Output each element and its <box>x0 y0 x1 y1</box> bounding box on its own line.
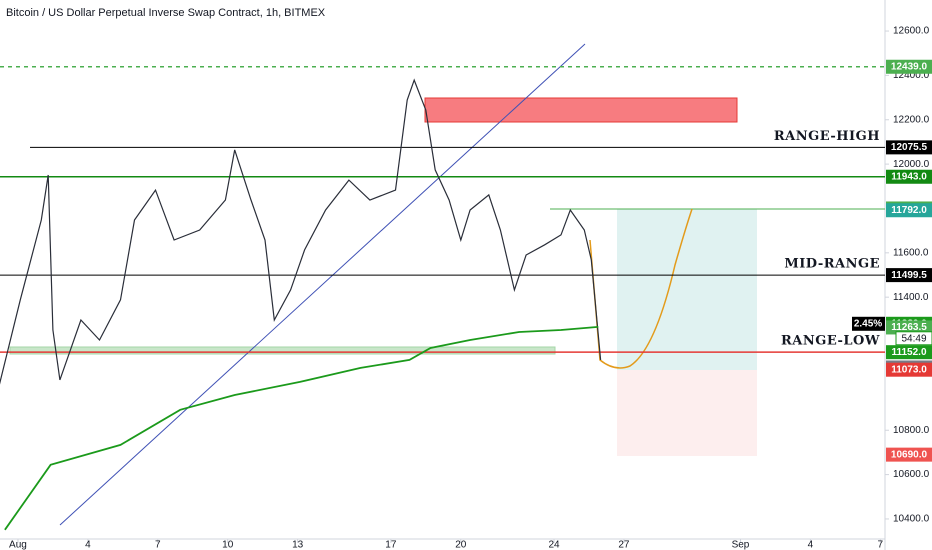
price-badge-label: 12075.5 <box>891 142 928 153</box>
x-tick-label: 7 <box>878 540 884 550</box>
y-tick-label: 12400.0 <box>893 70 930 81</box>
y-tick-label: 12600.0 <box>893 26 930 37</box>
price-badge-label: 11073.0 <box>891 364 927 375</box>
moving-average <box>4 326 599 531</box>
chart-title: Bitcoin / US Dollar Perpetual Inverse Sw… <box>6 7 326 19</box>
demand-zone <box>9 346 556 355</box>
price-badge <box>886 345 932 360</box>
y-tick-label: 10400.0 <box>893 514 930 525</box>
y-tick-label: 12200.0 <box>893 114 930 125</box>
change-label: 2.45% <box>854 318 882 329</box>
x-tick-label: Sep <box>732 540 750 550</box>
price-badge-label: 10690.0 <box>891 449 928 460</box>
target-box <box>617 209 757 370</box>
price-badge <box>886 447 932 462</box>
price-badge-label: 11152.0 <box>891 347 926 358</box>
x-tick-label: 24 <box>548 540 560 550</box>
x-tick-label: 10 <box>222 540 234 550</box>
price-badge-label: 12439.0 <box>891 61 928 72</box>
level-label: MID-RANGE <box>784 257 880 272</box>
projection-curve <box>589 208 693 369</box>
change-badge <box>852 316 885 331</box>
stop-box <box>617 370 757 456</box>
price-line <box>0 78 602 385</box>
price-badge-label: 11943.0 <box>891 171 927 182</box>
y-tick-label: 11600.0 <box>893 247 929 258</box>
price-badge <box>886 320 932 335</box>
y-tick-label: 10600.0 <box>893 469 930 480</box>
y-tick-label: 11400.0 <box>893 292 929 303</box>
x-tick-label: 17 <box>385 540 397 550</box>
supply-zone <box>424 97 738 123</box>
x-tick-label: 27 <box>618 540 630 550</box>
y-tick-label: 12000.0 <box>893 159 930 170</box>
price-badge <box>886 203 932 218</box>
price-badge <box>886 362 932 377</box>
countdown-badge <box>895 331 932 346</box>
x-tick-label: 4 <box>808 540 814 550</box>
x-tick-label: 20 <box>455 540 467 550</box>
price-badge <box>886 140 932 155</box>
price-badge-label: 11263.5 <box>891 322 927 333</box>
price-badge <box>886 59 932 74</box>
price-badge-label: 11792.0 <box>891 205 927 216</box>
x-tick-label: 13 <box>292 540 304 550</box>
x-tick-label: 7 <box>155 540 161 550</box>
countdown-label: 54:49 <box>901 333 926 344</box>
x-tick-label: Aug <box>9 540 27 550</box>
price-badge <box>886 169 932 184</box>
y-tick-label: 10800.0 <box>893 425 930 436</box>
price-badge <box>886 268 932 283</box>
level-label: RANGE-LOW <box>781 334 880 349</box>
level-label: RANGE-HIGH <box>774 129 880 144</box>
trend-line <box>59 43 586 526</box>
price-badge-label: 11499.5 <box>891 270 927 281</box>
x-tick-label: 4 <box>85 540 91 550</box>
